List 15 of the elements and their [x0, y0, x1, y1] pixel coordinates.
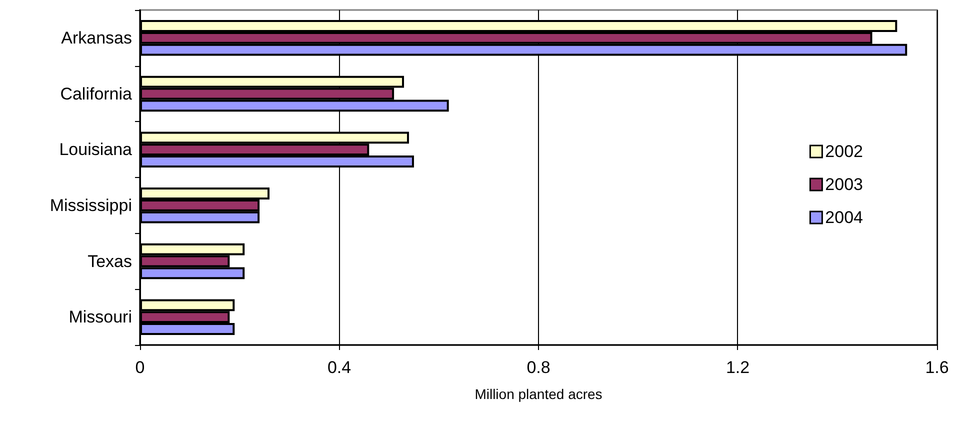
- x-tick-label: 0: [135, 358, 145, 377]
- x-tick-label: 1.6: [925, 358, 949, 377]
- legend-label: 2003: [825, 175, 864, 194]
- y-tick-label: Louisiana: [59, 140, 133, 160]
- y-tick-label: Mississippi: [50, 196, 132, 215]
- y-tick-label: Arkansas: [61, 28, 132, 48]
- x-tick-label: 1.2: [726, 358, 750, 377]
- x-tick-label: 0.4: [327, 358, 352, 377]
- y-tick-label: California: [60, 84, 133, 104]
- x-tick-label: 0.8: [526, 358, 550, 377]
- legend-label: 2004: [825, 208, 864, 227]
- legend-label: 2002: [825, 142, 864, 161]
- x-axis-title: Million planted acres: [474, 386, 602, 402]
- y-tick-label: Missouri: [68, 308, 132, 327]
- y-tick-label: Texas: [88, 252, 132, 271]
